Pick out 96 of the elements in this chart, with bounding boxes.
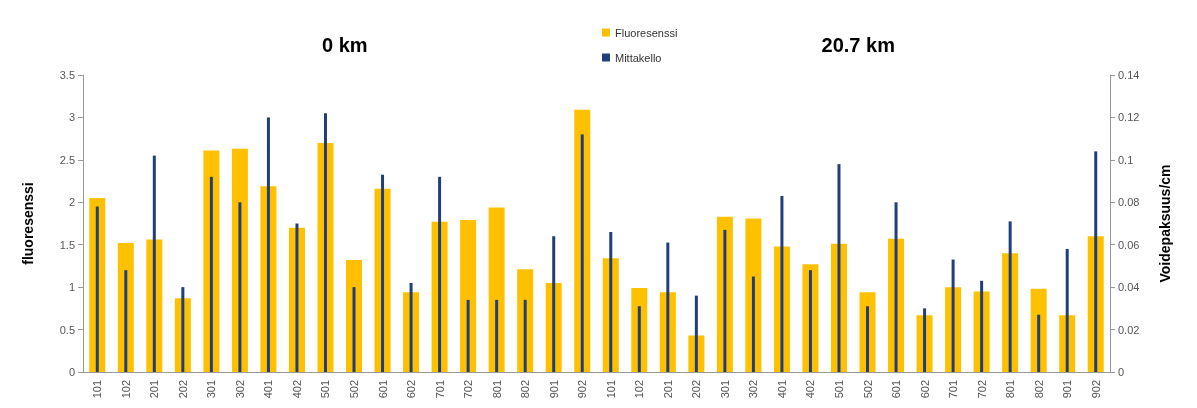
x-tick-label: 601 bbox=[890, 380, 903, 399]
x-tick-label: 301 bbox=[205, 380, 218, 399]
y-tick-label: 0.5 bbox=[59, 323, 75, 336]
bar bbox=[894, 202, 898, 372]
bar bbox=[1094, 151, 1098, 372]
x-tick-label: 802 bbox=[1032, 380, 1045, 399]
bar bbox=[460, 220, 477, 372]
x-tick-label: 501 bbox=[832, 380, 845, 399]
x-tick-label: 801 bbox=[1004, 380, 1017, 399]
x-tick-label: 202 bbox=[176, 380, 189, 399]
bar bbox=[488, 207, 505, 372]
bar bbox=[95, 206, 99, 372]
legend-label: Mittakello bbox=[615, 51, 662, 64]
y-axis-title: fluoresenssi bbox=[20, 182, 36, 265]
bar bbox=[609, 231, 613, 372]
bar bbox=[238, 202, 242, 372]
bar bbox=[666, 242, 670, 372]
x-tick-label: 201 bbox=[148, 380, 161, 399]
x-tick-label: 602 bbox=[918, 380, 931, 399]
x-tick-label: 702 bbox=[975, 380, 988, 399]
x-tick-label: 702 bbox=[462, 380, 475, 399]
bar bbox=[637, 306, 641, 372]
legend-label: Fluoresenssi bbox=[615, 26, 678, 39]
x-tick-label: 502 bbox=[861, 380, 874, 399]
bar bbox=[1008, 221, 1012, 372]
bar bbox=[808, 270, 812, 372]
bar bbox=[866, 306, 870, 372]
bar bbox=[951, 259, 955, 372]
y2-tick-label: 0.08 bbox=[1118, 196, 1140, 209]
bar bbox=[352, 287, 356, 372]
x-tick-label: 801 bbox=[490, 380, 503, 399]
y-tick-label: 0 bbox=[68, 366, 75, 378]
y-tick-label: 2.5 bbox=[59, 153, 75, 166]
x-tick-label: 101 bbox=[604, 380, 617, 399]
text: 20.7 km bbox=[821, 34, 895, 56]
x-tick-label: 701 bbox=[947, 380, 960, 399]
x-tick-label: 302 bbox=[233, 380, 246, 399]
bar bbox=[523, 299, 527, 372]
bar bbox=[381, 174, 385, 372]
x-tick-label: 602 bbox=[405, 380, 418, 399]
bar bbox=[438, 176, 442, 372]
bar bbox=[124, 270, 128, 372]
y2-tick-label: 0.06 bbox=[1118, 238, 1140, 251]
x-tick-label: 301 bbox=[718, 380, 731, 399]
y-tick-label: 1 bbox=[68, 281, 75, 294]
x-tick-label: 901 bbox=[547, 380, 560, 399]
bar bbox=[552, 236, 556, 372]
bar bbox=[323, 113, 327, 372]
bar bbox=[980, 280, 984, 372]
x-tick-label: 902 bbox=[1089, 380, 1102, 399]
x-tick-label: 102 bbox=[119, 380, 132, 399]
x-tick-label: 302 bbox=[747, 380, 760, 399]
y-tick-label: 3.5 bbox=[59, 69, 75, 81]
bar bbox=[152, 155, 156, 372]
x-tick-label: 802 bbox=[519, 380, 532, 399]
bar bbox=[580, 134, 584, 372]
y-tick-label: 2 bbox=[68, 196, 75, 209]
y-tick-label: 3 bbox=[68, 111, 75, 124]
bar bbox=[466, 299, 470, 372]
x-tick-label: 601 bbox=[376, 380, 389, 399]
x-tick-label: 202 bbox=[690, 380, 703, 399]
y2-tick-label: 0.14 bbox=[1118, 69, 1140, 81]
x-tick-label: 402 bbox=[804, 380, 817, 399]
bar bbox=[495, 299, 499, 372]
y2-tick-label: 0.04 bbox=[1118, 281, 1140, 294]
y2-tick-label: 0.02 bbox=[1118, 323, 1140, 336]
bar bbox=[837, 164, 841, 372]
x-tick-label: 101 bbox=[91, 380, 104, 399]
bar bbox=[295, 223, 299, 372]
y2-axis-title: Voidepaksuus/cm bbox=[1157, 164, 1173, 283]
y2-tick-label: 0.12 bbox=[1118, 111, 1140, 124]
bar bbox=[923, 308, 927, 372]
bar bbox=[409, 282, 413, 372]
y2-tick-label: 0 bbox=[1118, 366, 1125, 378]
x-tick-label: 502 bbox=[348, 380, 361, 399]
bar bbox=[209, 176, 213, 372]
x-tick-label: 701 bbox=[433, 380, 446, 399]
y-tick-label: 1.5 bbox=[59, 238, 75, 251]
x-tick-label: 201 bbox=[661, 380, 674, 399]
x-tick-label: 501 bbox=[319, 380, 332, 399]
x-tick-label: 902 bbox=[576, 380, 589, 399]
bar bbox=[1065, 248, 1069, 372]
bar bbox=[694, 295, 698, 372]
text: 0 km bbox=[321, 34, 368, 56]
bar bbox=[780, 195, 784, 372]
x-tick-label: 401 bbox=[262, 380, 275, 399]
x-tick-label: 102 bbox=[633, 380, 646, 399]
y2-tick-label: 0.1 bbox=[1118, 153, 1134, 166]
bar bbox=[751, 276, 755, 372]
x-tick-label: 401 bbox=[775, 380, 788, 399]
bar bbox=[181, 287, 185, 372]
x-tick-label: 402 bbox=[290, 380, 303, 399]
bar bbox=[1037, 314, 1041, 372]
x-tick-label: 901 bbox=[1061, 380, 1074, 399]
bar bbox=[266, 117, 270, 372]
bar bbox=[723, 229, 727, 372]
